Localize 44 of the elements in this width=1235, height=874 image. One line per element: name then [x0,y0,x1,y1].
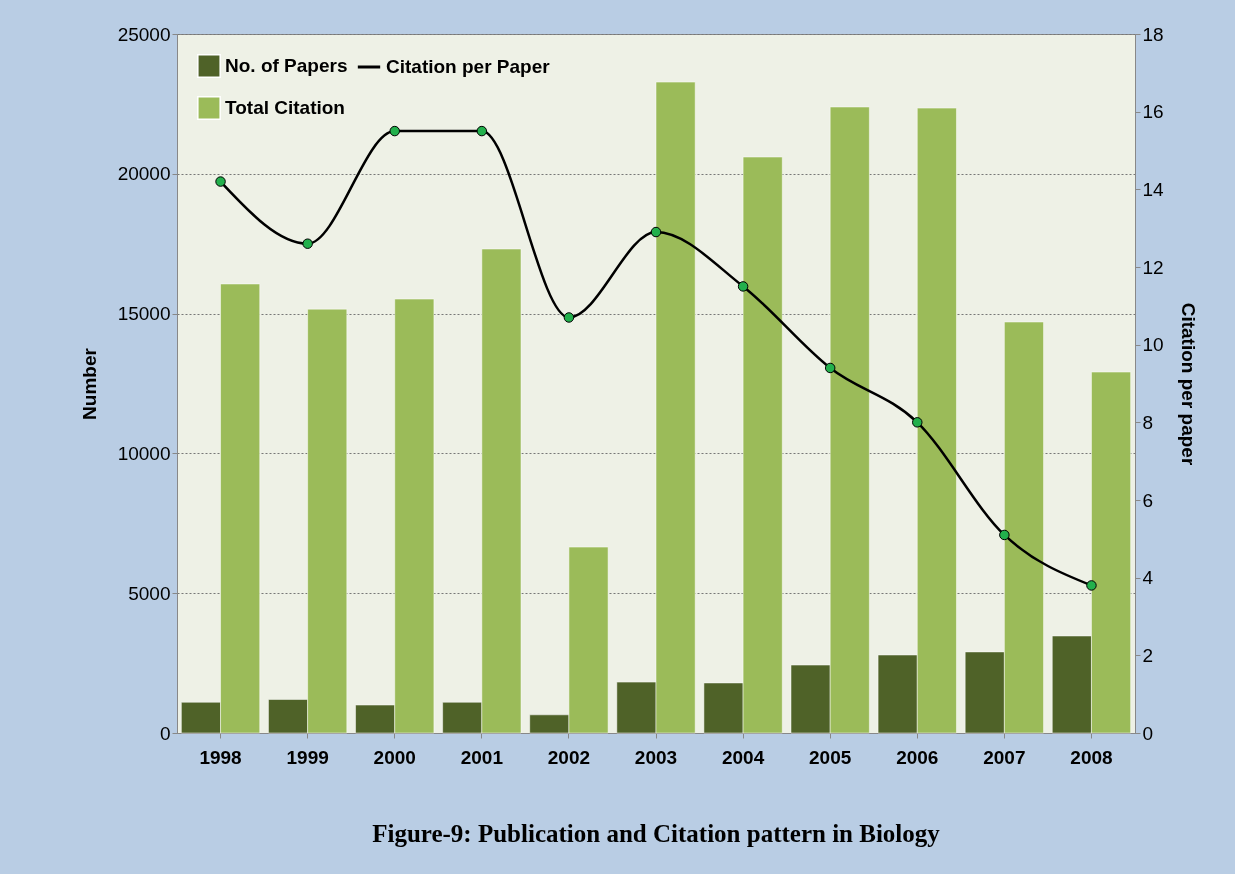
y2-tick-label: 2 [1142,644,1154,666]
x-tick-label: 2008 [1070,746,1113,768]
point [215,176,226,187]
point [563,312,575,323]
point [476,125,488,137]
y2-tick-label: 0 [1142,722,1154,744]
x-tick-label: 1998 [199,746,242,768]
y-tick-label: 5000 [128,582,171,604]
x-tick-label: 2007 [983,746,1026,768]
y-tick-label: 15000 [117,303,171,325]
point [650,226,662,238]
point [1086,580,1097,591]
y2-axis-title: Citation per paper [1177,302,1199,466]
point [912,417,923,428]
point [302,238,313,249]
y2-tick-label: 4 [1142,567,1154,589]
legend-label: Total Citation [225,97,345,118]
y-axis-title: Number [78,347,100,420]
y2-tick-label: 6 [1142,489,1154,511]
point [824,362,836,374]
x-tick-label: 1999 [286,746,329,768]
y-tick-label: 25000 [117,23,171,45]
x-tick-label: 2001 [460,746,504,768]
x-tick-label: 2003 [634,746,678,768]
x-tick-label: 2006 [896,746,939,768]
y2-tick-label: 10 [1142,334,1164,356]
y-tick-label: 10000 [117,442,171,464]
legend-label: No. of Papers [225,55,348,76]
x-tick-label: 2000 [373,746,416,768]
y2-tick-label: 8 [1142,411,1154,433]
point [737,281,749,292]
y2-tick-label: 16 [1142,101,1164,123]
y2-tick-label: 18 [1142,23,1164,45]
legend-label: Citation per Paper [386,56,551,77]
y-tick-label: 0 [159,722,171,744]
y2-tick-label: 12 [1142,256,1164,278]
point [999,529,1010,541]
x-tick-label: 2004 [721,746,765,768]
point [389,125,400,137]
y2-tick-label: 14 [1142,178,1165,200]
x-tick-label: 2005 [809,746,852,768]
y-tick-label: 20000 [117,163,171,185]
x-tick-label: 2002 [547,746,591,768]
text: Figure-9: Publication and Citation pattern in Biology [372,820,941,847]
